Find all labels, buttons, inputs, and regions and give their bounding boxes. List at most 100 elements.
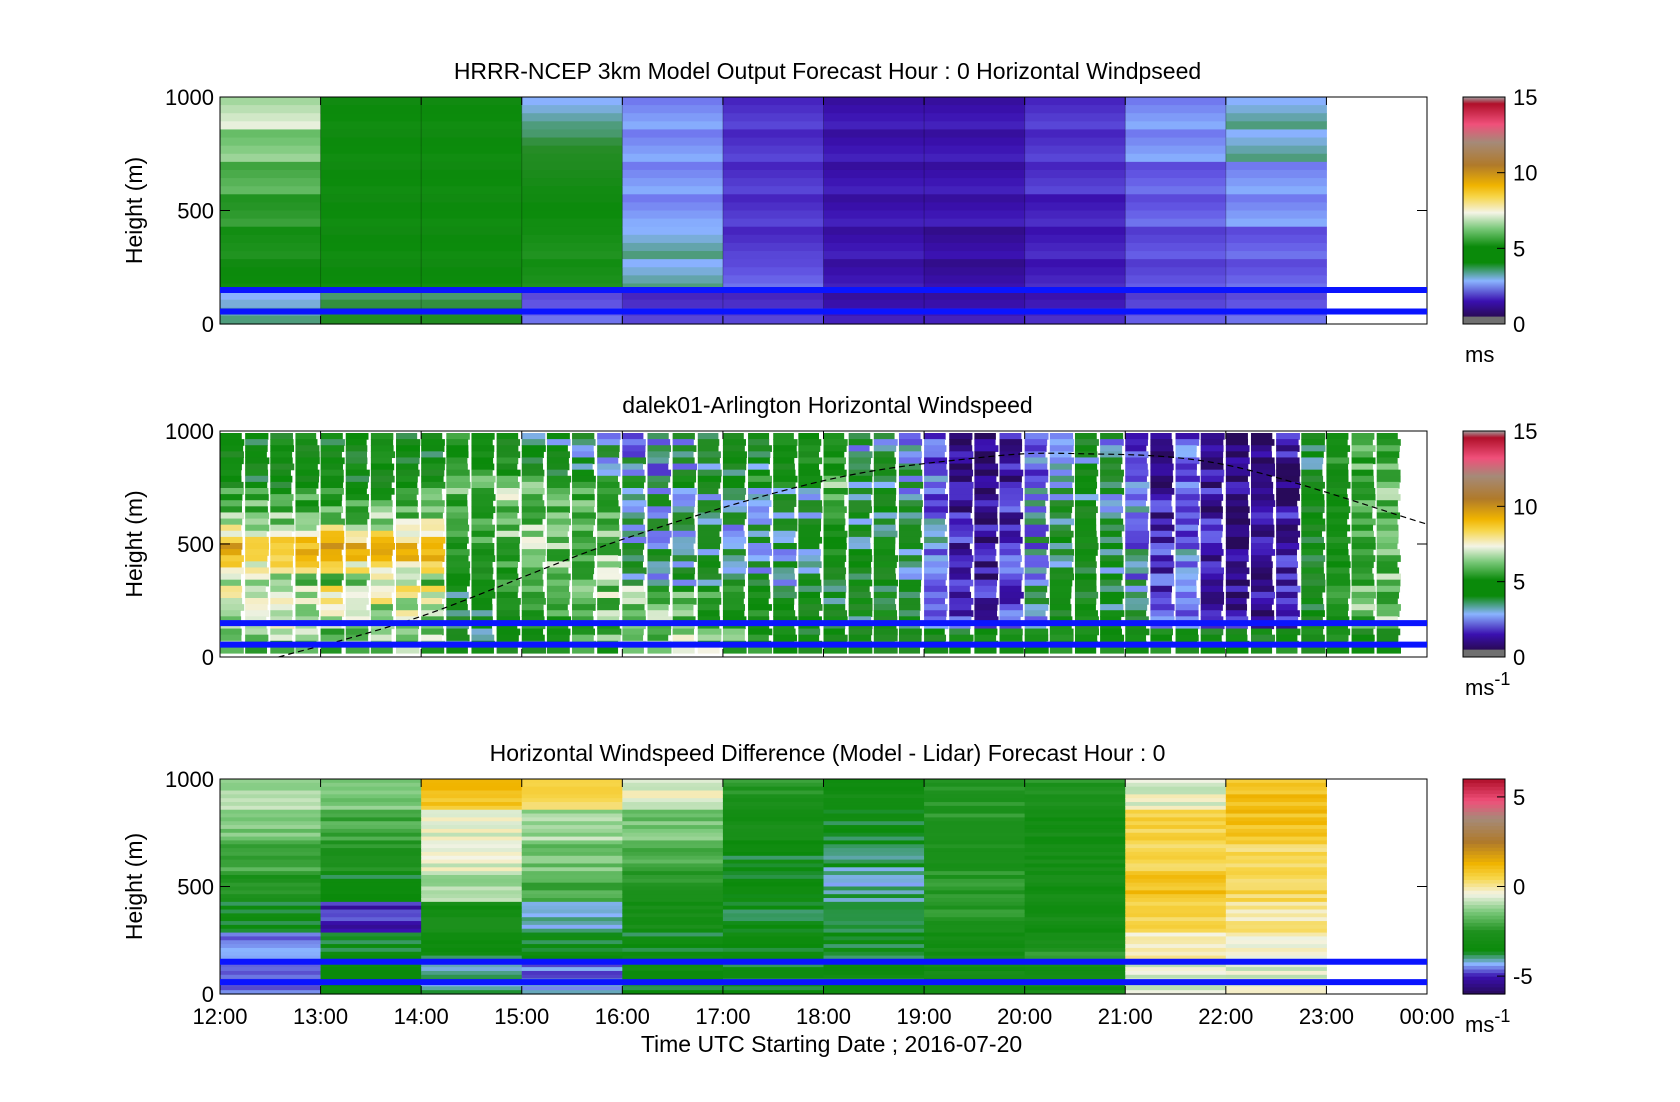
lidar-cell (370, 549, 393, 556)
lidar-cell (647, 585, 669, 593)
model-cell (320, 161, 422, 171)
lidar-cell (1351, 463, 1373, 471)
colorbar-segment (1463, 804, 1505, 809)
model-cell (521, 178, 623, 187)
lidar-cell (320, 628, 345, 636)
lidar-cell (1326, 628, 1351, 636)
lidar-cell (898, 543, 923, 550)
lidar-cell (1301, 457, 1324, 465)
lidar-cell (1024, 591, 1046, 599)
lidar-cell (370, 457, 392, 465)
lidar-cell (974, 543, 996, 550)
lidar-cell (396, 457, 420, 465)
lidar-cell (345, 585, 369, 593)
colorbar-segment (1463, 972, 1505, 977)
lidar-cell (924, 469, 948, 477)
difference-cell (421, 955, 523, 961)
lidar-cell (773, 646, 798, 654)
lidar-cell (974, 591, 997, 599)
lidar-cell (1200, 463, 1224, 471)
lidar-cell (471, 616, 493, 624)
colorbar-tick-label: 0 (1513, 312, 1525, 337)
difference-cell (1225, 936, 1327, 941)
lidar-cell (974, 579, 998, 587)
model-cell (521, 121, 623, 131)
lidar-cell (924, 494, 948, 501)
difference-cell (622, 905, 724, 911)
difference-cell (220, 855, 322, 861)
lidar-cell (471, 573, 493, 581)
difference-cell (320, 951, 422, 957)
lidar-cell (1326, 506, 1351, 514)
lidar-cell (1376, 579, 1401, 587)
lidar-cell (748, 567, 772, 575)
model-cell (521, 137, 623, 147)
model-cell (823, 129, 925, 139)
lidar-cell (446, 433, 470, 440)
lidar-cell (873, 579, 898, 587)
lidar-cell (521, 494, 543, 501)
lidar-cell (999, 469, 1024, 477)
x-axis-label: Time UTC Starting Date ; 2016-07-20 (641, 1031, 1022, 1057)
difference-cell (421, 859, 523, 865)
difference-cell (924, 874, 1026, 880)
lidar-cell (270, 591, 293, 599)
lidar-cell (345, 451, 368, 459)
model-cell (622, 97, 724, 106)
lidar-cell (949, 488, 973, 495)
lidar-cell (345, 530, 368, 538)
model-cell (924, 315, 1026, 325)
lidar-cell (471, 585, 495, 593)
lidar-cell (697, 433, 719, 440)
difference-cell (1024, 986, 1126, 991)
lidar-cell (873, 481, 895, 489)
model-cell (622, 178, 724, 187)
lidar-cell (597, 475, 618, 483)
lidar-cell (672, 598, 697, 605)
lidar-cell (521, 598, 546, 605)
lidar-cell (220, 445, 244, 452)
difference-cell (320, 790, 422, 795)
lidar-cell (999, 585, 1022, 593)
model-cell (1125, 234, 1227, 244)
lidar-cell (1024, 433, 1049, 440)
difference-cell (1225, 798, 1327, 803)
lidar-cell (1049, 561, 1072, 569)
difference-cell (1024, 859, 1126, 865)
difference-cell (1024, 878, 1126, 884)
lidar-cell (873, 536, 896, 544)
lidar-cell (1125, 439, 1148, 446)
lidar-cell (974, 463, 999, 471)
lidar-cell (421, 524, 445, 532)
model-cell (622, 291, 724, 301)
lidar-cell (1049, 646, 1073, 654)
lidar-cell (647, 610, 669, 617)
difference-cell (421, 809, 523, 815)
difference-cell (421, 936, 523, 941)
lidar-cell (798, 524, 821, 532)
difference-cell (1225, 928, 1327, 934)
lidar-cell (722, 646, 747, 654)
lidar-cell (999, 646, 1024, 654)
difference-cell (722, 901, 824, 907)
lidar-cell (773, 561, 798, 569)
lidar-cell (1301, 567, 1324, 575)
lidar-cell (345, 610, 370, 617)
lidar-cell (1200, 481, 1222, 489)
lidar-cell (974, 610, 998, 617)
lidar-cell (848, 585, 870, 593)
difference-cell (320, 863, 422, 868)
lidar-cell (1250, 543, 1273, 550)
lidar-cell (1049, 488, 1074, 495)
lidar-cell (370, 543, 395, 550)
lidar-cell (1049, 457, 1075, 465)
lidar-cell (1049, 512, 1072, 520)
difference-cell (823, 867, 925, 872)
difference-cell (823, 779, 925, 784)
lidar-cell (295, 616, 319, 624)
model-cell (622, 153, 724, 163)
lidar-cell (1074, 445, 1097, 452)
model-cell (320, 218, 422, 228)
lidar-cell (898, 634, 922, 642)
lidar-cell (1250, 555, 1272, 562)
